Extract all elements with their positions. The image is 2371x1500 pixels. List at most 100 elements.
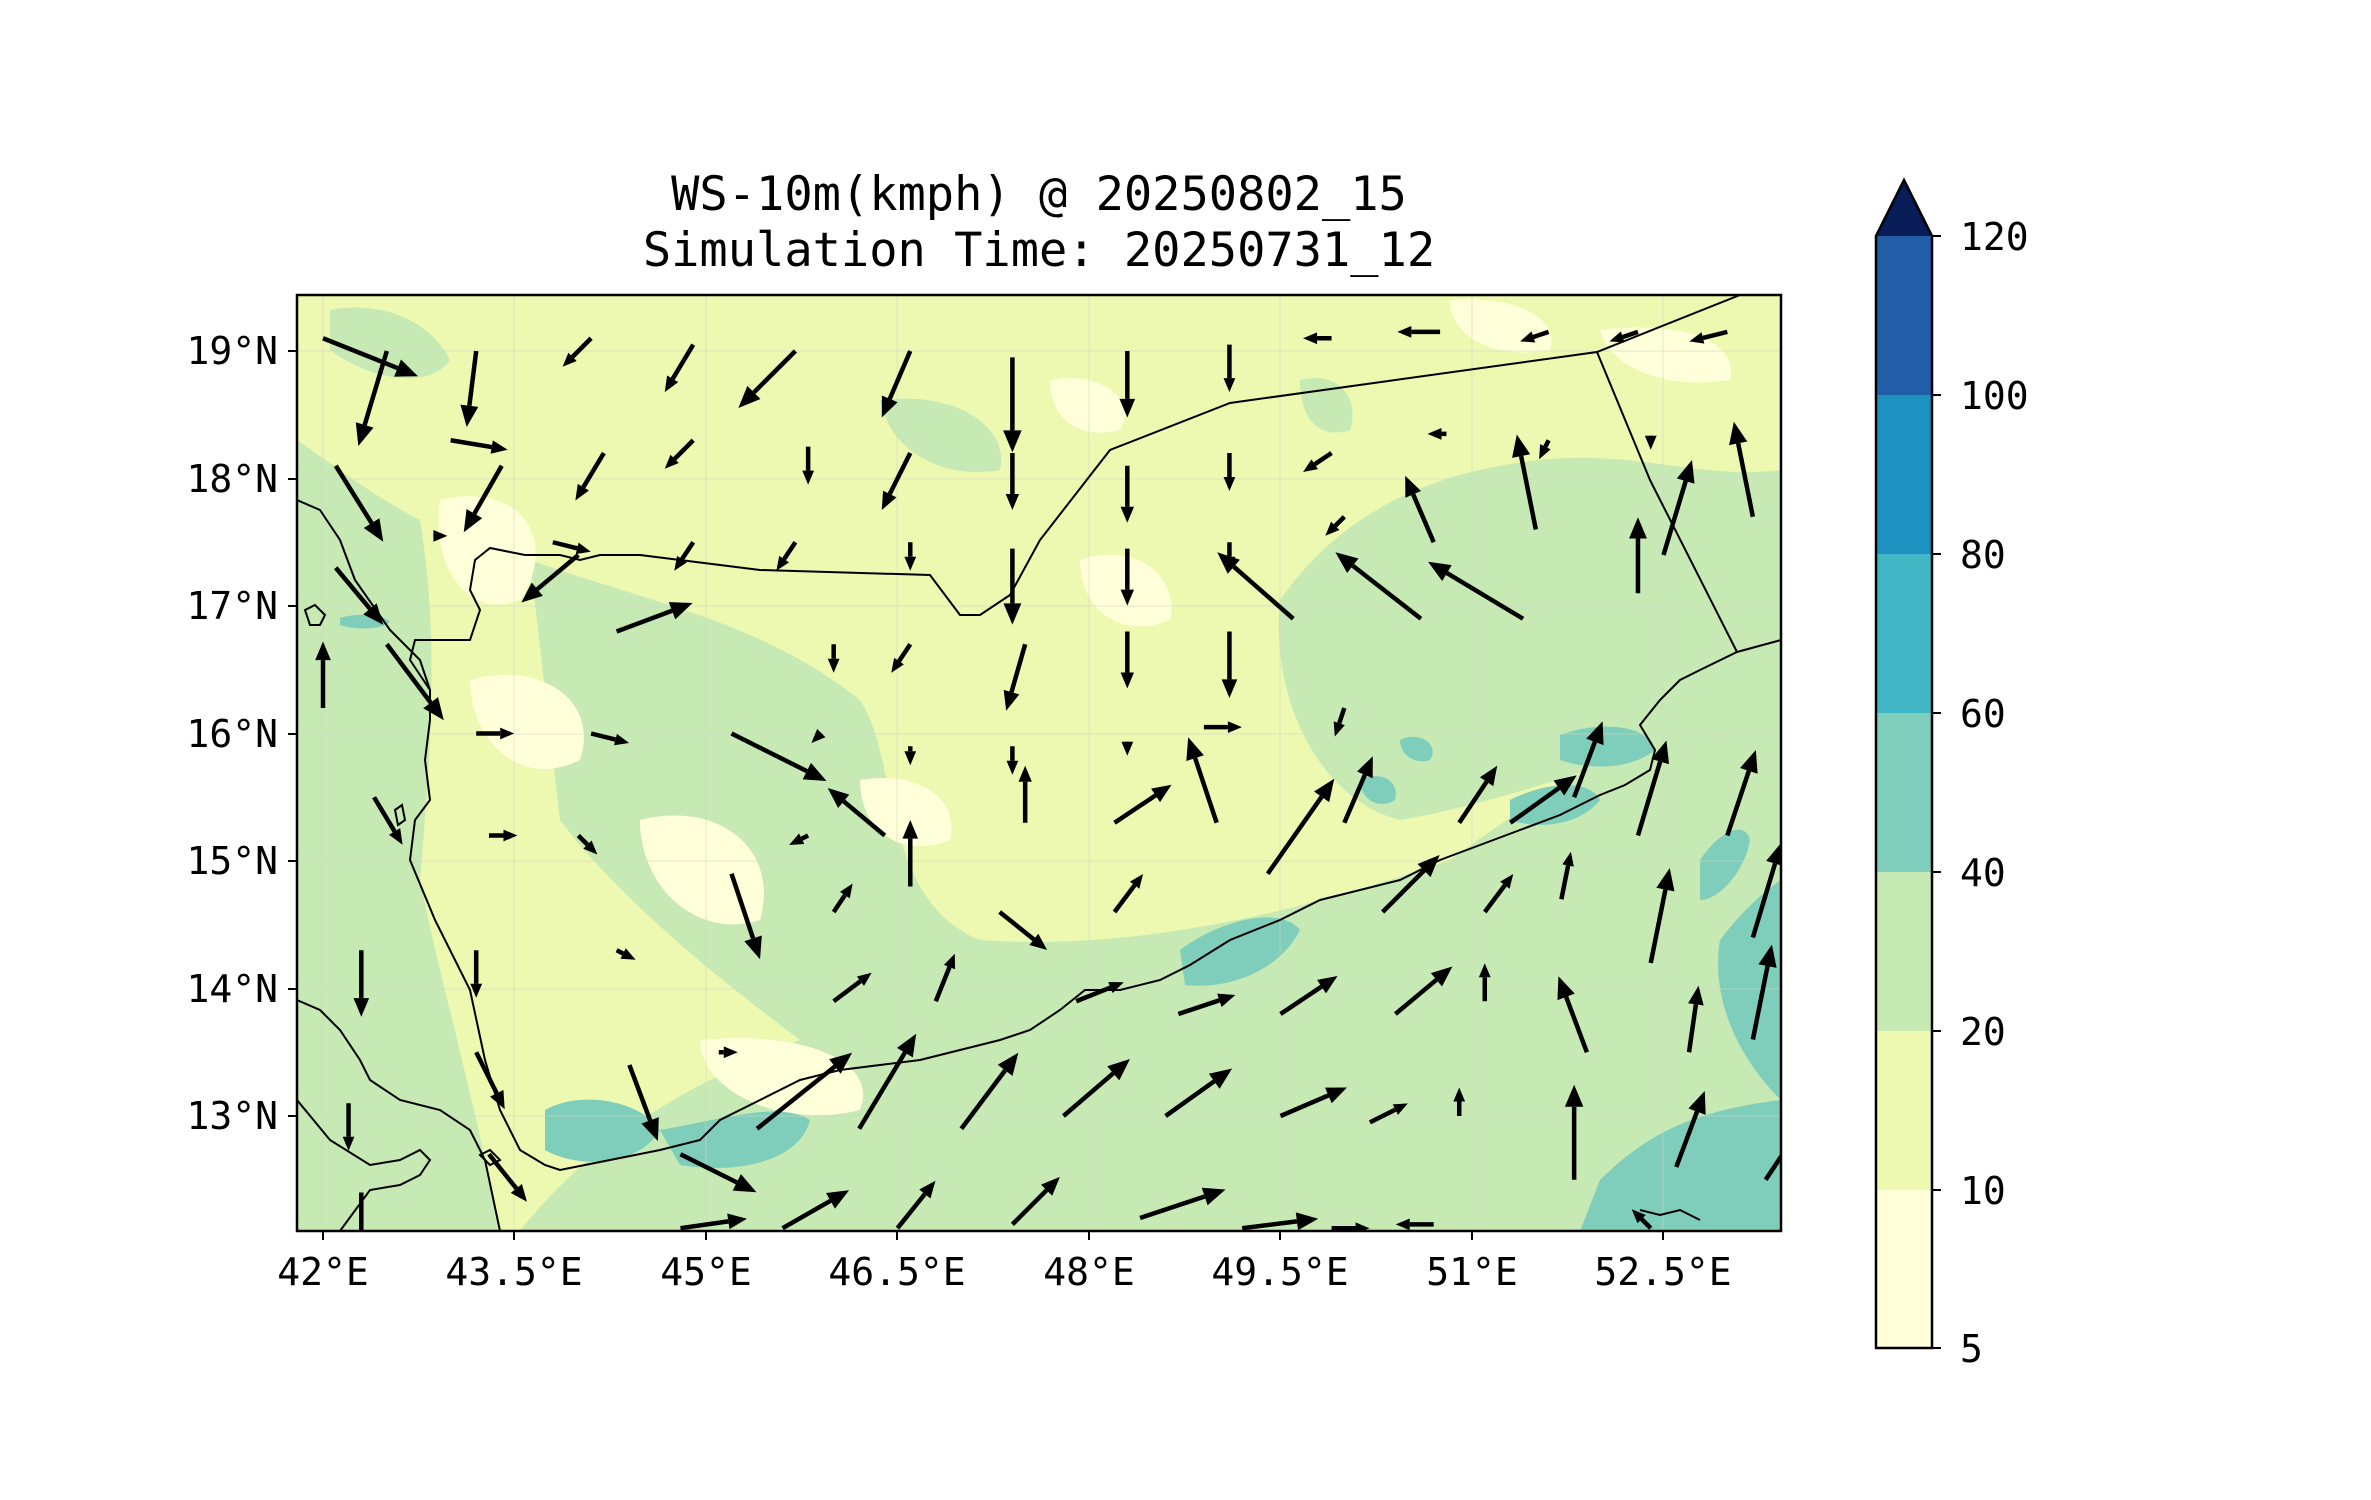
wind-vector-head (363, 518, 384, 542)
lon-tick-label: 49.5°E (1211, 1250, 1348, 1294)
wind-vector-head (891, 657, 904, 673)
wind-vector-shaft (487, 1152, 519, 1190)
wind-vector-head (827, 788, 850, 809)
y-axis-ticks: 19°N 18°N 17°N 16°N 15°N 14°N 13°N (186, 329, 297, 1138)
wind-vector-shaft (1411, 493, 1436, 544)
wind-vector-head (1223, 378, 1236, 393)
wind-vector-head (802, 762, 827, 781)
lat-tick-label: 17°N (186, 584, 278, 628)
wind-vector-head (1651, 740, 1669, 765)
wind-vector-arrow (1010, 1176, 1060, 1226)
wind-vector-head (1453, 1087, 1466, 1102)
wind-vector-arrow (1609, 329, 1639, 343)
colorbar-segment (1876, 554, 1932, 713)
wind-vector-head (1553, 775, 1577, 796)
map-frame (295, 293, 1783, 1233)
wind-vector-shaft (1725, 770, 1752, 837)
wind-vector-arrow (1482, 874, 1514, 914)
wind-vector-shaft (1342, 773, 1367, 824)
colorbar-segment (1876, 236, 1932, 395)
wind-vector-arrow (1729, 421, 1756, 518)
wind-vector-shaft (1750, 965, 1770, 1040)
wind-vector-arrow (1303, 332, 1332, 345)
wind-vector-head (1003, 603, 1022, 625)
wind-vector-head (776, 555, 790, 571)
wind-vector-arrow (1279, 976, 1338, 1016)
wind-vector-shaft (615, 948, 625, 956)
wind-vector-arrow (1241, 1212, 1319, 1231)
red-sea-east-coast (408, 546, 1781, 1172)
wind-vector-head (1629, 517, 1647, 539)
wind-vector-shaft (1518, 455, 1539, 530)
wind-vector-head (1395, 1218, 1410, 1231)
wind-vector-arrow (1674, 1091, 1706, 1168)
wind-vector-shaft (1009, 643, 1028, 693)
wind-vector-head (463, 509, 483, 533)
wind-vector-shaft (680, 1219, 729, 1231)
lat-tick-label: 15°N (186, 839, 278, 883)
colorbar-segment (1876, 1190, 1932, 1348)
wind-vector-shaft (627, 1064, 653, 1122)
wind-vector-shaft (372, 796, 397, 833)
wind-vector-head (1121, 741, 1134, 756)
wind-vector-arrow (1018, 765, 1032, 823)
wind-vector-shaft (781, 1198, 832, 1231)
wind-vector-head (470, 983, 483, 998)
wind-vector-arrow (1457, 765, 1498, 824)
wind-vector-arrow (1120, 465, 1135, 523)
wind-vector-shaft (570, 336, 593, 359)
wind-vector-head (1539, 444, 1551, 460)
wind-vector-head (1223, 477, 1236, 491)
wind-vector-head (1335, 552, 1359, 574)
wind-vector-arrow (718, 1046, 738, 1059)
wind-vector-shaft (1543, 439, 1551, 448)
wind-vector-arrow (1221, 631, 1238, 698)
figure-title: WS-10m(kmph) @ 20250802_15 (671, 167, 1407, 222)
wind-vector-shaft (680, 541, 696, 561)
wind-vector-arrow (562, 336, 593, 367)
wind-vector-head (904, 556, 917, 571)
wind-vector-arrow (1335, 552, 1423, 621)
wind-vector-arrow (552, 540, 591, 555)
wind-vector-head (738, 385, 761, 408)
wind-vector-arrow (615, 602, 693, 634)
wind-vector-shaft (1337, 707, 1347, 724)
wind-vector-arrow (1381, 855, 1440, 914)
wind-vector-head (389, 828, 403, 845)
wind-vector-shaft (1265, 795, 1324, 876)
wind-vector-head (826, 1190, 850, 1209)
wind-vector-shaft (1139, 1194, 1206, 1221)
wind-vector-head (490, 1089, 505, 1110)
figure-subtitle: Simulation Time: 20250731_12 (643, 223, 1435, 278)
wind-vector-head (1758, 944, 1777, 968)
wind-vector-shaft (782, 541, 798, 561)
wind-vector-arrow (827, 644, 840, 673)
wind-vector-arrow (831, 883, 853, 914)
wind-vector-arrow (353, 950, 370, 1017)
wind-vector-head (423, 697, 444, 721)
wind-vector-shaft (590, 731, 617, 742)
wind-vector-arrow (463, 464, 504, 533)
wind-vector-head (614, 733, 630, 746)
wind-vector-head (1003, 430, 1022, 453)
wind-vector-shaft (334, 566, 372, 611)
wind-vector-head (1689, 332, 1705, 344)
wind-vector-head (1428, 561, 1452, 581)
wind-vector-arrow (1075, 981, 1124, 1004)
wind-vector-arrow (1119, 351, 1136, 418)
wind-vector-head (1186, 737, 1204, 762)
wind-vector-arrow (832, 972, 872, 1004)
wind-vector-arrow (891, 643, 913, 673)
wind-vector-head (1325, 1087, 1347, 1104)
wind-vector-head (1729, 421, 1748, 446)
wind-vector-shaft (1279, 984, 1323, 1016)
wind-vector-arrow (674, 541, 696, 571)
coastlines-and-borders (297, 295, 1781, 1231)
wind-vector-head (1479, 765, 1498, 787)
wind-vector-shaft (535, 553, 580, 591)
wind-vector-head (829, 1052, 853, 1074)
wind-vector-head (575, 483, 589, 501)
wind-vector-head (1656, 868, 1675, 892)
wind-vector-arrow (1223, 344, 1236, 393)
wind-vector-head (1201, 1187, 1226, 1206)
